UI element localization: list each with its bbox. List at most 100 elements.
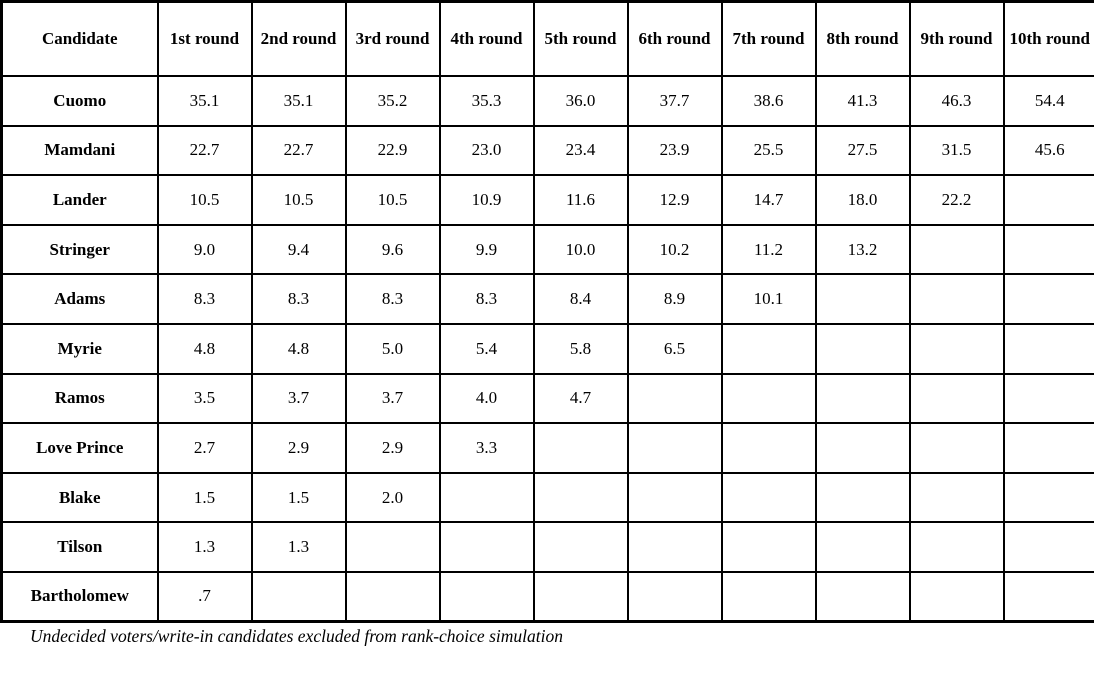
candidate-name-cell: Love Prince [0,422,159,474]
value-cell: 9.6 [344,223,441,276]
value-cell: 10.2 [626,223,723,276]
value-cell: 18.0 [814,174,911,226]
value-cell: 10.1 [720,273,817,325]
value-cell [814,422,911,474]
value-cell [814,471,911,524]
value-cell: 3.7 [250,372,347,425]
value-cell: 4.8 [250,322,347,375]
value-cell [908,322,1005,375]
value-cell [1002,322,1094,375]
value-cell: 35.1 [156,75,253,127]
value-cell [814,322,911,375]
table-body: Cuomo 35.1 35.1 35.2 35.3 36.0 37.7 38.6… [0,75,1094,623]
candidate-name-cell: Mamdani [0,124,159,177]
value-cell [438,570,535,623]
value-cell [908,273,1005,325]
value-cell [908,372,1005,425]
value-cell: 41.3 [814,75,911,127]
value-cell [344,521,441,573]
value-cell [344,570,441,623]
value-cell [532,422,629,474]
value-cell: 8.3 [344,273,441,325]
value-cell [626,570,723,623]
table-header: Candidate 1st round 2nd round 3rd round … [0,0,1094,77]
value-cell: 8.3 [438,273,535,325]
value-cell [1002,570,1094,623]
value-cell [626,372,723,425]
value-cell [626,422,723,474]
value-cell [814,570,911,623]
value-cell [814,372,911,425]
candidate-name-cell: Bartholomew [0,570,159,623]
value-cell: 10.9 [438,174,535,226]
value-cell: 2.7 [156,422,253,474]
column-header-round-5: 5th round [532,0,629,77]
value-cell [438,471,535,524]
value-cell: 3.5 [156,372,253,425]
value-cell [1002,273,1094,325]
candidate-name-cell: Cuomo [0,75,159,127]
header-row: Candidate 1st round 2nd round 3rd round … [0,0,1094,77]
value-cell: 22.2 [908,174,1005,226]
value-cell: 3.3 [438,422,535,474]
table-row: Ramos 3.5 3.7 3.7 4.0 4.7 [0,372,1094,425]
column-header-round-8: 8th round [814,0,911,77]
value-cell: 4.7 [532,372,629,425]
value-cell: 45.6 [1002,124,1094,177]
column-header-round-7: 7th round [720,0,817,77]
value-cell: 22.7 [156,124,253,177]
column-header-round-1: 1st round [156,0,253,77]
table-row: Bartholomew .7 [0,570,1094,623]
candidate-name-cell: Stringer [0,223,159,276]
table-row: Love Prince 2.7 2.9 2.9 3.3 [0,422,1094,474]
column-header-round-3: 3rd round [344,0,441,77]
value-cell: 31.5 [908,124,1005,177]
value-cell [1002,471,1094,524]
value-cell: 23.4 [532,124,629,177]
value-cell [532,521,629,573]
candidate-name-cell: Adams [0,273,159,325]
value-cell [720,372,817,425]
value-cell [626,521,723,573]
table-row: Myrie 4.8 4.8 5.0 5.4 5.8 6.5 [0,322,1094,375]
candidate-name-cell: Tilson [0,521,159,573]
value-cell: 54.4 [1002,75,1094,127]
value-cell [438,521,535,573]
value-cell: 38.6 [720,75,817,127]
value-cell: 35.2 [344,75,441,127]
value-cell: 3.7 [344,372,441,425]
value-cell: 2.9 [250,422,347,474]
value-cell: 8.3 [156,273,253,325]
value-cell: 2.9 [344,422,441,474]
value-cell: 37.7 [626,75,723,127]
value-cell [720,471,817,524]
candidate-name-cell: Myrie [0,322,159,375]
value-cell: 9.0 [156,223,253,276]
value-cell: 10.0 [532,223,629,276]
column-header-round-9: 9th round [908,0,1005,77]
candidate-name-cell: Lander [0,174,159,226]
value-cell: 36.0 [532,75,629,127]
value-cell [1002,174,1094,226]
value-cell [908,521,1005,573]
column-header-round-4: 4th round [438,0,535,77]
column-header-round-10: 10th round [1002,0,1094,77]
value-cell: 6.5 [626,322,723,375]
value-cell [908,422,1005,474]
value-cell: 27.5 [814,124,911,177]
value-cell: 5.0 [344,322,441,375]
value-cell: 10.5 [344,174,441,226]
table-row: Cuomo 35.1 35.1 35.2 35.3 36.0 37.7 38.6… [0,75,1094,127]
value-cell: 9.4 [250,223,347,276]
value-cell [250,570,347,623]
value-cell: 11.2 [720,223,817,276]
value-cell [908,570,1005,623]
value-cell: 11.6 [532,174,629,226]
value-cell: 2.0 [344,471,441,524]
value-cell [908,223,1005,276]
table-row: Adams 8.3 8.3 8.3 8.3 8.4 8.9 10.1 [0,273,1094,325]
value-cell: 10.5 [250,174,347,226]
table-row: Mamdani 22.7 22.7 22.9 23.0 23.4 23.9 25… [0,124,1094,177]
value-cell [626,471,723,524]
value-cell [720,322,817,375]
